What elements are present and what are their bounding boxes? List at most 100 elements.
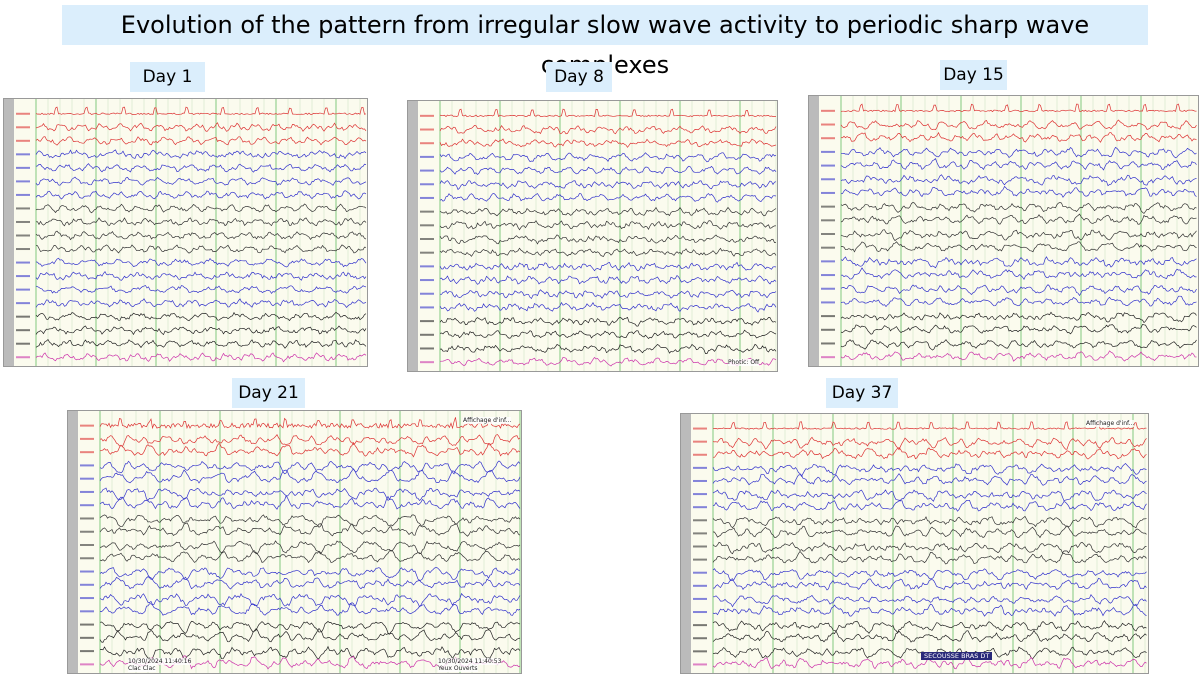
eeg-channel	[439, 193, 777, 203]
eeg-channel	[439, 316, 777, 327]
channel-label	[80, 464, 94, 467]
scrollbar	[809, 96, 819, 366]
eeg-channel	[712, 463, 1147, 478]
eeg-channel	[35, 217, 367, 227]
eeg-channel	[712, 499, 1147, 512]
channel-label	[693, 650, 707, 653]
channel-label	[16, 288, 30, 291]
channel-label	[420, 224, 434, 227]
eeg-channel	[99, 620, 521, 635]
eeg-channel	[840, 202, 1197, 214]
slide-title: Evolution of the pattern from irregular …	[62, 5, 1148, 79]
eeg-channel	[840, 185, 1197, 198]
channel-label	[420, 210, 434, 213]
eeg-panel	[808, 95, 1199, 367]
annotation: 10/30/2024 11:40:53	[438, 658, 502, 665]
channel-label	[420, 306, 434, 309]
eeg-channel	[99, 592, 521, 608]
annotation: Clac Clac	[128, 665, 156, 672]
eeg-channel	[439, 301, 777, 313]
eeg-channel	[99, 540, 521, 555]
eeg-channel	[35, 244, 367, 254]
channel-label	[80, 557, 94, 560]
day-label: Day 1	[130, 62, 205, 92]
eeg-channel	[35, 338, 367, 349]
annotation: SECOUSSE BRAS DT	[921, 652, 993, 660]
scrollbar	[68, 411, 78, 673]
channel-label	[16, 234, 30, 237]
channel-label	[16, 342, 30, 345]
channel-label	[821, 233, 835, 235]
channel-label	[420, 333, 434, 336]
channel-label	[80, 570, 94, 573]
channel-label	[693, 624, 707, 627]
channel-label	[80, 477, 94, 480]
eeg-channel	[840, 119, 1197, 131]
channel-label	[693, 584, 707, 587]
channel-label	[821, 109, 835, 112]
channel-label	[420, 183, 434, 186]
channel-label	[80, 504, 94, 507]
eeg-channel	[99, 433, 521, 447]
eeg-channel	[712, 603, 1147, 617]
eeg-trace	[4, 99, 367, 366]
eeg-channel	[35, 257, 367, 268]
channel-label	[16, 261, 30, 264]
eeg-channel	[99, 441, 521, 458]
eeg-channel	[840, 284, 1197, 297]
channel-label	[420, 347, 434, 350]
eeg-channel	[99, 514, 521, 528]
eeg-channel	[439, 220, 777, 231]
eeg-channel	[99, 567, 520, 582]
channel-label	[693, 597, 707, 600]
channel-label	[80, 437, 94, 440]
eeg-trace	[809, 96, 1197, 366]
channel-label	[821, 287, 835, 290]
channel-label	[16, 329, 30, 332]
eeg-channel	[840, 131, 1197, 143]
channel-label	[693, 545, 707, 548]
channel-label	[16, 112, 30, 115]
eeg-channel	[35, 190, 367, 200]
channel-label	[821, 137, 835, 140]
channel-label	[821, 205, 835, 208]
eeg-channel	[35, 285, 367, 295]
channel-label	[16, 356, 30, 359]
channel-label	[16, 315, 30, 318]
eeg-channel	[439, 125, 777, 135]
eeg-channel	[712, 541, 1147, 555]
channel-label	[420, 155, 434, 158]
eeg-panel: Affichage d'inf... SECOUSSE BRAS DT	[680, 413, 1149, 674]
channel-label	[80, 530, 94, 533]
eeg-channel	[439, 206, 777, 217]
eeg-channel	[841, 146, 1197, 159]
eeg-trace	[681, 414, 1147, 673]
annotation: 10/30/2024 11:40:16	[128, 658, 192, 665]
channel-label	[80, 597, 94, 600]
eeg-channel	[99, 495, 521, 510]
eeg-channel	[439, 329, 777, 339]
channel-label	[821, 219, 835, 222]
channel-label	[80, 451, 94, 454]
channel-label	[821, 301, 835, 304]
channel-label	[693, 506, 707, 509]
eeg-channel	[99, 487, 521, 502]
channel-label	[821, 328, 835, 331]
channel-label	[821, 274, 835, 277]
eeg-channel	[35, 230, 367, 241]
eeg-channel	[99, 645, 521, 660]
channel-label	[420, 251, 434, 254]
channel-label	[80, 490, 94, 493]
eeg-channel	[840, 295, 1197, 308]
eeg-channel	[840, 267, 1197, 281]
channel-label	[693, 637, 707, 640]
eeg-panel: Affichage d'inf... 10/30/2024 11:40:16 Cla…	[67, 410, 522, 674]
annotation: Yeux Ouverts	[438, 665, 478, 672]
channel-label	[693, 427, 707, 430]
channel-label	[693, 479, 707, 482]
eeg-channel	[35, 352, 367, 363]
eeg-channel	[35, 270, 367, 281]
eeg-channel	[712, 550, 1147, 565]
eeg-channel	[35, 163, 367, 173]
